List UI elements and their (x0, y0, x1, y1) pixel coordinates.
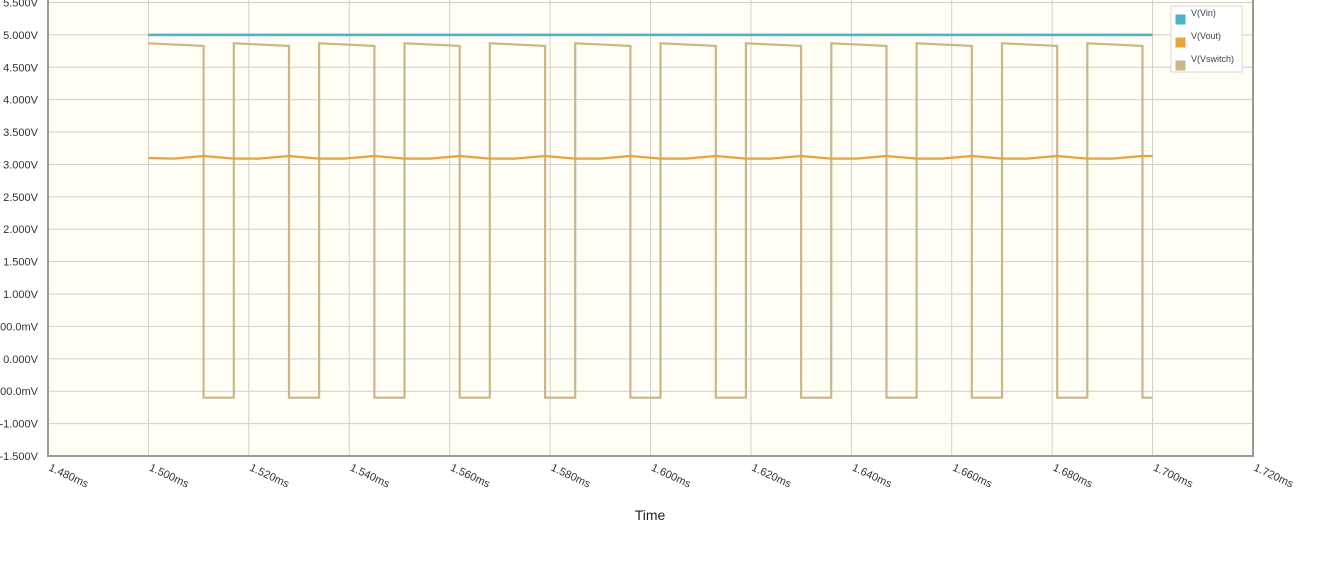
y-tick-label: -1.000V (0, 419, 39, 431)
legend: V(Vin) V(Vout) V(Vswitch) (1170, 5, 1243, 73)
x-tick-label: 1.480ms (47, 462, 91, 491)
y-tick-label: 4.000V (3, 95, 39, 107)
legend-label: V(Vin) (1191, 8, 1216, 18)
y-tick-label: 1.500V (3, 257, 39, 269)
x-tick-label: 1.620ms (750, 462, 794, 491)
series-group (148, 33, 1153, 399)
x-tick-label: 1.560ms (448, 462, 492, 491)
x-tick-label: 1.500ms (147, 462, 191, 491)
x-tick-label: 1.640ms (850, 462, 894, 491)
legend-swatch (1174, 59, 1187, 72)
y-tick-label: 5.000V (3, 30, 39, 42)
x-tick-label: 1.720ms (1252, 462, 1296, 491)
x-tick-label: 1.520ms (248, 462, 292, 491)
y-axis-ticks: 5.500V 5.000V 4.500V 4.000V 3.500V 3.000V 2.50… (0, 0, 39, 463)
legend-label: V(Vout) (1191, 31, 1221, 41)
y-tick-label: 2.500V (3, 192, 39, 204)
x-tick-label: 1.680ms (1051, 462, 1095, 491)
y-tick-label: 00.0mV (0, 386, 39, 398)
y-tick-label: 4.500V (3, 62, 39, 74)
y-tick-label: 1.000V (3, 289, 39, 301)
x-tick-label: 1.540ms (348, 462, 392, 491)
y-tick-label: -1.500V (0, 451, 39, 463)
legend-label: V(Vswitch) (1191, 54, 1234, 64)
y-tick-label: 3.500V (3, 127, 39, 139)
x-tick-label: 1.700ms (1151, 462, 1195, 491)
y-tick-label: 00.0mV (0, 321, 39, 333)
x-tick-label: 1.580ms (549, 462, 593, 491)
x-tick-label: 1.660ms (950, 462, 994, 491)
y-tick-label: 0.000V (3, 354, 39, 366)
y-tick-label: 2.000V (3, 224, 39, 236)
x-axis-ticks: 1.480ms 1.500ms 1.520ms 1.540ms 1.560ms 1.580… (47, 462, 1296, 491)
legend-swatch (1174, 13, 1187, 26)
x-axis-title: Time (635, 507, 666, 523)
y-tick-label: 5.500V (3, 0, 39, 9)
series-vswitch-line (148, 42, 1153, 399)
series-vout-line (148, 154, 1153, 160)
axes (47, 0, 1254, 457)
y-tick-label: 3.000V (3, 159, 39, 171)
x-tick-label: 1.600ms (649, 462, 693, 491)
legend-swatch (1174, 36, 1187, 49)
